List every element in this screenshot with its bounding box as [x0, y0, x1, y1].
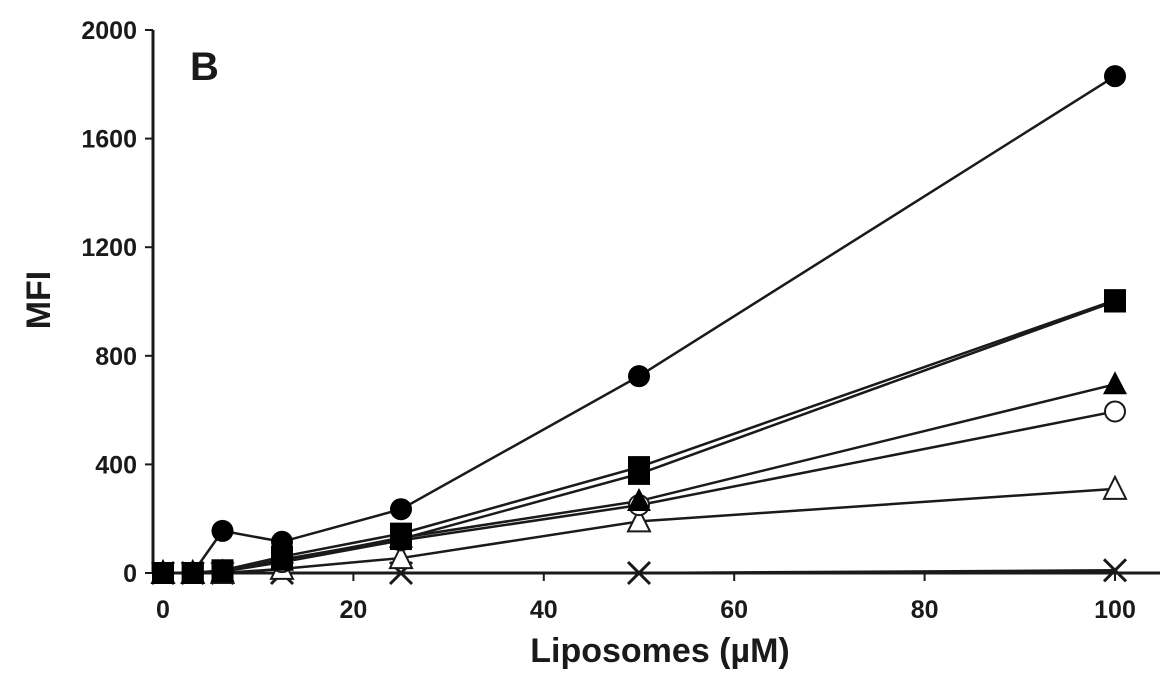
- x-tick-label-80: 80: [911, 596, 939, 624]
- series-6-point-6: [626, 507, 652, 533]
- y-ticks: 0 400 800 1200 1600 2000: [81, 17, 153, 588]
- series-1-markers: [152, 65, 1126, 584]
- y-tick-label-1600: 1600: [81, 126, 137, 154]
- series-1-point-1: [152, 562, 174, 584]
- x-tick-label-0: 0: [156, 596, 170, 624]
- axes: 0 400 800 1200 1600 2000 0 20 40 60 80 100: [81, 17, 1160, 624]
- series-6-point-7: [1102, 474, 1128, 500]
- x-tick-label-40: 40: [530, 596, 558, 624]
- series-7-point-7: [1102, 558, 1128, 583]
- series-group: [150, 65, 1128, 586]
- x-tick-label-60: 60: [720, 596, 748, 624]
- series-1-point-7: [1104, 65, 1126, 88]
- series-4-point-7: [1103, 371, 1127, 395]
- series-2-point-7: [1104, 289, 1126, 312]
- series-2-point-5: [390, 522, 412, 545]
- x-tick-label-20: 20: [339, 596, 367, 624]
- panel-label: B: [190, 45, 219, 89]
- y-tick-label-1200: 1200: [81, 234, 137, 262]
- series-6-point-5: [388, 543, 414, 570]
- series-1-point-3: [211, 519, 234, 542]
- series-2-point-6: [628, 456, 650, 479]
- y-tick-label-800: 800: [95, 343, 137, 371]
- y-axis-title: MFI: [20, 271, 58, 330]
- x-tick-label-100: 100: [1094, 596, 1136, 624]
- y-tick-label-400: 400: [95, 451, 137, 479]
- series-2-point-3: [211, 559, 234, 582]
- series-7-point-6: [626, 560, 652, 586]
- y-tick-label-0: 0: [123, 560, 137, 588]
- x-ticks: 0 20 40 60 80 100: [156, 573, 1136, 624]
- series-1-point-5: [390, 498, 412, 521]
- series-1-point-2: [181, 562, 204, 584]
- y-tick-label-2000: 2000: [81, 17, 137, 45]
- series-5-point-7: [1104, 400, 1126, 423]
- series-2-markers: [152, 289, 1126, 584]
- series-1-point-4: [271, 530, 293, 553]
- series-4-point-6: [627, 488, 651, 512]
- x-axis-title: Liposomes (µM): [530, 632, 789, 670]
- series-1-point-6: [628, 365, 650, 388]
